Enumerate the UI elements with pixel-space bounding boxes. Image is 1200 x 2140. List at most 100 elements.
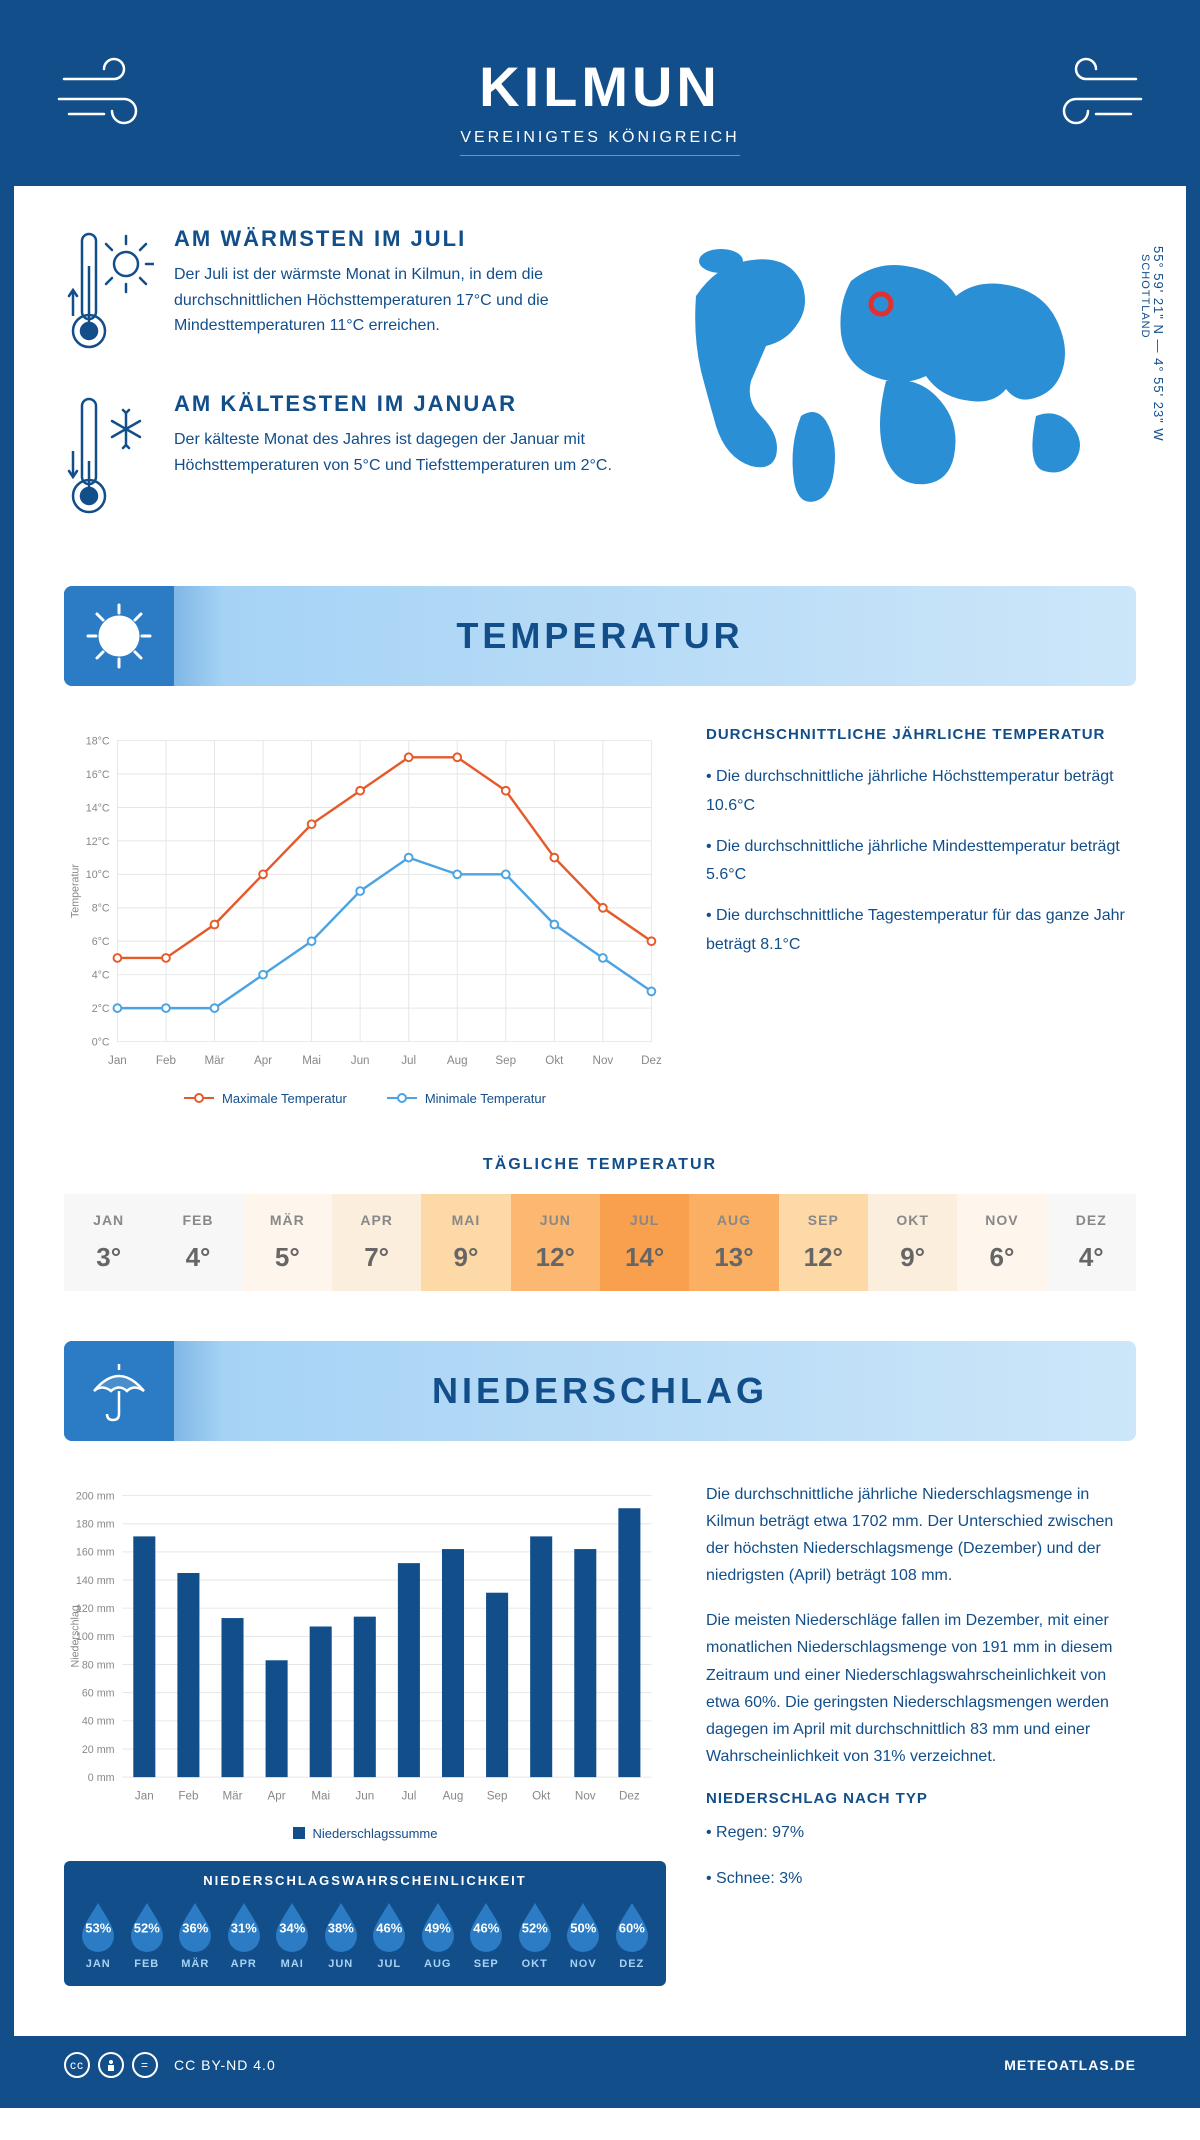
svg-text:12°C: 12°C [86,836,110,848]
drop-icon: 49% [417,1900,459,1952]
warmest-text: AM WÄRMSTEN IM JULI Der Juli ist der wär… [174,226,616,361]
svg-text:Aug: Aug [447,1054,468,1067]
legend-precip: Niederschlagssumme [293,1826,438,1841]
nd-icon: = [132,2052,158,2078]
drop-icon: 46% [465,1900,507,1952]
drop-icon: 60% [611,1900,653,1952]
prob-cell: 31% APR [223,1900,265,1970]
daily-cell: MÄR5° [243,1194,332,1291]
svg-text:60 mm: 60 mm [82,1687,115,1699]
daily-cell: SEP12° [779,1194,868,1291]
svg-text:2°C: 2°C [92,1003,110,1015]
precipitation-summary: Die durchschnittliche jährliche Niedersc… [706,1481,1136,1986]
prob-cell: 52% OKT [514,1900,556,1970]
thermometer-sun-icon [64,226,154,361]
header-banner: KILMUN VEREINIGTES KÖNIGREICH [14,14,1186,186]
svg-text:0°C: 0°C [92,1036,110,1048]
daily-cell: JAN3° [64,1194,153,1291]
by-icon [98,2052,124,2078]
svg-text:Apr: Apr [254,1054,272,1067]
prob-cell: 36% MÄR [174,1900,216,1970]
coldest-block: AM KÄLTESTEN IM JANUAR Der kälteste Mona… [64,391,616,526]
svg-text:Feb: Feb [156,1054,176,1067]
daily-cell: JUN12° [511,1194,600,1291]
precip-p1: Die durchschnittliche jährliche Niedersc… [706,1481,1136,1590]
temp-summary-p3: • Die durchschnittliche Tagestemperatur … [706,902,1136,960]
umbrella-icon [64,1341,174,1441]
daily-cell: AUG13° [689,1194,778,1291]
drop-icon: 46% [368,1900,410,1952]
footer: cc = CC BY-ND 4.0 METEOATLAS.DE [14,2036,1186,2094]
temp-summary-p2: • Die durchschnittliche jährliche Mindes… [706,833,1136,891]
drop-icon: 36% [174,1900,216,1952]
prob-cell: 46% SEP [465,1900,507,1970]
daily-temp-heading: TÄGLICHE TEMPERATUR [14,1156,1186,1174]
daily-cell: MAI9° [421,1194,510,1291]
precipitation-row: 0 mm20 mm40 mm60 mm80 mm100 mm120 mm140 … [14,1441,1186,2006]
drop-icon: 52% [126,1900,168,1952]
precip-type-heading: NIEDERSCHLAG NACH TYP [706,1790,1136,1807]
svg-text:200 mm: 200 mm [76,1490,115,1502]
wind-icon-right [1026,54,1146,134]
temperature-banner: TEMPERATUR [64,586,1136,686]
temp-summary-p1: • Die durchschnittliche jährliche Höchst… [706,763,1136,821]
svg-text:Jul: Jul [401,1789,416,1802]
site-name: METEOATLAS.DE [1004,2057,1136,2073]
temperature-row: 0°C2°C4°C6°C8°C10°C12°C14°C16°C18°CJanFe… [14,686,1186,1126]
svg-text:Apr: Apr [268,1789,286,1802]
location-title: KILMUN [34,54,1166,119]
svg-text:6°C: 6°C [92,936,110,948]
svg-text:20 mm: 20 mm [82,1743,115,1755]
svg-text:Mär: Mär [204,1054,224,1067]
svg-text:Jan: Jan [108,1054,127,1067]
thermometer-snow-icon [64,391,154,526]
svg-text:Niederschlag: Niederschlag [70,1605,82,1667]
svg-text:Mär: Mär [222,1789,242,1802]
svg-text:18°C: 18°C [86,735,110,747]
drop-icon: 38% [320,1900,362,1952]
precip-type-snow: • Schnee: 3% [706,1865,1136,1892]
svg-text:Dez: Dez [619,1789,640,1802]
probability-box: NIEDERSCHLAGSWAHRSCHEINLICHKEIT 53% JAN … [64,1861,666,1986]
world-map: 55° 59' 21" N — 4° 55' 23" W SCHOTTLAND [656,226,1136,556]
svg-text:40 mm: 40 mm [82,1715,115,1727]
svg-text:Feb: Feb [178,1789,198,1802]
prob-cell: 53% JAN [77,1900,119,1970]
svg-text:10°C: 10°C [86,869,110,881]
page: KILMUN VEREINIGTES KÖNIGREICH AM WÄRMSTE… [0,0,1200,2108]
temperature-heading: TEMPERATUR [456,615,743,657]
daily-cell: FEB4° [153,1194,242,1291]
wind-icon-left [54,54,174,134]
drop-icon: 50% [562,1900,604,1952]
svg-text:120 mm: 120 mm [76,1603,115,1615]
svg-text:0 mm: 0 mm [88,1772,115,1784]
svg-text:180 mm: 180 mm [76,1518,115,1530]
coord-value: 55° 59' 21" N — 4° 55' 23" W [1151,246,1166,442]
daily-cell: DEZ4° [1047,1194,1136,1291]
country-subtitle: VEREINIGTES KÖNIGREICH [460,129,739,156]
temperature-chart: 0°C2°C4°C6°C8°C10°C12°C14°C16°C18°CJanFe… [64,726,666,1106]
svg-text:Jun: Jun [355,1789,374,1802]
warmest-heading: AM WÄRMSTEN IM JULI [174,226,616,252]
prob-cell: 49% AUG [417,1900,459,1970]
precipitation-heading: NIEDERSCHLAG [432,1370,768,1412]
coldest-text: AM KÄLTESTEN IM JANUAR Der kälteste Mona… [174,391,616,526]
precipitation-chart: 0 mm20 mm40 mm60 mm80 mm100 mm120 mm140 … [64,1481,666,1986]
svg-text:16°C: 16°C [86,769,110,781]
svg-text:Nov: Nov [593,1054,614,1067]
coordinates: 55° 59' 21" N — 4° 55' 23" W SCHOTTLAND [1139,246,1166,442]
svg-text:Sep: Sep [495,1054,516,1067]
legend-max: Maximale Temperatur [184,1091,347,1106]
svg-text:Dez: Dez [641,1054,662,1067]
temp-summary-heading: DURCHSCHNITTLICHE JÄHRLICHE TEMPERATUR [706,726,1136,743]
precip-type-rain: • Regen: 97% [706,1819,1136,1846]
svg-text:Nov: Nov [575,1789,596,1802]
svg-text:8°C: 8°C [92,903,110,915]
cc-icon: cc [64,2052,90,2078]
legend-min: Minimale Temperatur [387,1091,546,1106]
svg-text:Jun: Jun [351,1054,370,1067]
intro-section: AM WÄRMSTEN IM JULI Der Juli ist der wär… [14,186,1186,586]
svg-text:14°C: 14°C [86,802,110,814]
svg-text:Sep: Sep [487,1789,508,1802]
drop-icon: 34% [271,1900,313,1952]
